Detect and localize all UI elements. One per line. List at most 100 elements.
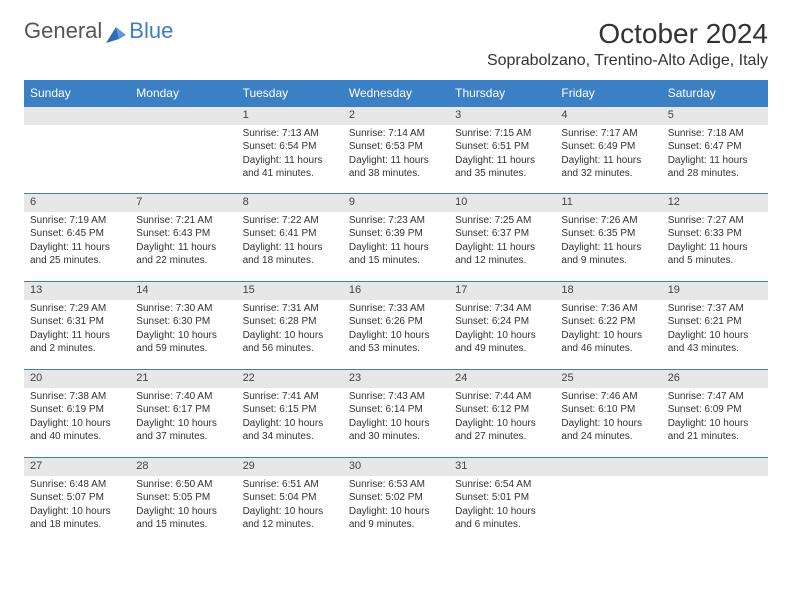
- sunset-text: Sunset: 6:24 PM: [455, 316, 549, 329]
- day-body: Sunrise: 7:15 AMSunset: 6:51 PMDaylight:…: [449, 125, 555, 186]
- daylight-text-line2: and 32 minutes.: [561, 168, 655, 181]
- daylight-text-line1: Daylight: 10 hours: [668, 418, 762, 431]
- sunrise-text: Sunrise: 7:40 AM: [136, 391, 230, 404]
- calendar-cell: 3Sunrise: 7:15 AMSunset: 6:51 PMDaylight…: [449, 105, 555, 193]
- daylight-text-line1: Daylight: 10 hours: [136, 506, 230, 519]
- calendar-cell: 7Sunrise: 7:21 AMSunset: 6:43 PMDaylight…: [130, 193, 236, 281]
- sunrise-text: Sunrise: 7:23 AM: [349, 215, 443, 228]
- day-body: Sunrise: 7:23 AMSunset: 6:39 PMDaylight:…: [343, 212, 449, 273]
- day-body: Sunrise: 6:50 AMSunset: 5:05 PMDaylight:…: [130, 476, 236, 537]
- calendar-cell: 4Sunrise: 7:17 AMSunset: 6:49 PMDaylight…: [555, 105, 661, 193]
- sunset-text: Sunset: 6:37 PM: [455, 228, 549, 241]
- day-number-bar: 5: [662, 106, 768, 125]
- daylight-text-line1: Daylight: 11 hours: [561, 155, 655, 168]
- day-body: Sunrise: 7:22 AMSunset: 6:41 PMDaylight:…: [237, 212, 343, 273]
- day-body: Sunrise: 7:33 AMSunset: 6:26 PMDaylight:…: [343, 300, 449, 361]
- page-title: October 2024: [487, 18, 768, 50]
- sunset-text: Sunset: 6:47 PM: [668, 141, 762, 154]
- sunset-text: Sunset: 6:09 PM: [668, 404, 762, 417]
- sunrise-text: Sunrise: 7:19 AM: [30, 215, 124, 228]
- calendar-cell: 5Sunrise: 7:18 AMSunset: 6:47 PMDaylight…: [662, 105, 768, 193]
- sunrise-text: Sunrise: 7:26 AM: [561, 215, 655, 228]
- day-number-bar: 27: [24, 457, 130, 476]
- calendar-cell: 9Sunrise: 7:23 AMSunset: 6:39 PMDaylight…: [343, 193, 449, 281]
- sunrise-text: Sunrise: 7:18 AM: [668, 128, 762, 141]
- day-body: Sunrise: 7:18 AMSunset: 6:47 PMDaylight:…: [662, 125, 768, 186]
- daylight-text-line1: Daylight: 10 hours: [243, 418, 337, 431]
- day-number-bar: 24: [449, 369, 555, 388]
- calendar-cell: 28Sunrise: 6:50 AMSunset: 5:05 PMDayligh…: [130, 457, 236, 545]
- sunrise-text: Sunrise: 7:21 AM: [136, 215, 230, 228]
- daylight-text-line2: and 27 minutes.: [455, 431, 549, 444]
- calendar-cell: 30Sunrise: 6:53 AMSunset: 5:02 PMDayligh…: [343, 457, 449, 545]
- daylight-text-line2: and 30 minutes.: [349, 431, 443, 444]
- day-number-bar: 26: [662, 369, 768, 388]
- calendar-cell: 6Sunrise: 7:19 AMSunset: 6:45 PMDaylight…: [24, 193, 130, 281]
- calendar-cell: 21Sunrise: 7:40 AMSunset: 6:17 PMDayligh…: [130, 369, 236, 457]
- day-number-bar: 9: [343, 193, 449, 212]
- sunrise-text: Sunrise: 7:14 AM: [349, 128, 443, 141]
- day-header: Sunday: [24, 81, 130, 105]
- sunset-text: Sunset: 6:53 PM: [349, 141, 443, 154]
- day-number-bar: 20: [24, 369, 130, 388]
- calendar-cell: 19Sunrise: 7:37 AMSunset: 6:21 PMDayligh…: [662, 281, 768, 369]
- sunrise-text: Sunrise: 7:37 AM: [668, 303, 762, 316]
- daylight-text-line1: Daylight: 11 hours: [30, 330, 124, 343]
- daylight-text-line1: Daylight: 11 hours: [455, 155, 549, 168]
- day-number-bar: 1: [237, 106, 343, 125]
- day-number-bar: 6: [24, 193, 130, 212]
- sunrise-text: Sunrise: 6:51 AM: [243, 479, 337, 492]
- sunset-text: Sunset: 6:10 PM: [561, 404, 655, 417]
- daylight-text-line2: and 9 minutes.: [561, 255, 655, 268]
- daylight-text-line1: Daylight: 11 hours: [455, 242, 549, 255]
- sunset-text: Sunset: 6:43 PM: [136, 228, 230, 241]
- day-body: Sunrise: 7:31 AMSunset: 6:28 PMDaylight:…: [237, 300, 343, 361]
- sunset-text: Sunset: 5:05 PM: [136, 492, 230, 505]
- daylight-text-line1: Daylight: 11 hours: [136, 242, 230, 255]
- day-body: Sunrise: 6:48 AMSunset: 5:07 PMDaylight:…: [24, 476, 130, 537]
- day-number-bar: 8: [237, 193, 343, 212]
- day-body: [130, 125, 236, 185]
- sunrise-text: Sunrise: 7:25 AM: [455, 215, 549, 228]
- daylight-text-line1: Daylight: 10 hours: [349, 330, 443, 343]
- day-body: Sunrise: 7:30 AMSunset: 6:30 PMDaylight:…: [130, 300, 236, 361]
- calendar-cell: 29Sunrise: 6:51 AMSunset: 5:04 PMDayligh…: [237, 457, 343, 545]
- daylight-text-line1: Daylight: 11 hours: [349, 242, 443, 255]
- sunset-text: Sunset: 6:22 PM: [561, 316, 655, 329]
- daylight-text-line2: and 34 minutes.: [243, 431, 337, 444]
- day-body: Sunrise: 7:40 AMSunset: 6:17 PMDaylight:…: [130, 388, 236, 449]
- calendar-cell: 15Sunrise: 7:31 AMSunset: 6:28 PMDayligh…: [237, 281, 343, 369]
- calendar-table: Sunday Monday Tuesday Wednesday Thursday…: [24, 80, 768, 545]
- day-number-bar: 4: [555, 106, 661, 125]
- sunrise-text: Sunrise: 7:22 AM: [243, 215, 337, 228]
- day-number-bar: [662, 457, 768, 476]
- daylight-text-line2: and 18 minutes.: [243, 255, 337, 268]
- day-body: Sunrise: 7:37 AMSunset: 6:21 PMDaylight:…: [662, 300, 768, 361]
- sunset-text: Sunset: 6:51 PM: [455, 141, 549, 154]
- day-header: Friday: [555, 81, 661, 105]
- day-body: Sunrise: 7:29 AMSunset: 6:31 PMDaylight:…: [24, 300, 130, 361]
- day-body: Sunrise: 7:27 AMSunset: 6:33 PMDaylight:…: [662, 212, 768, 273]
- day-body: Sunrise: 7:43 AMSunset: 6:14 PMDaylight:…: [343, 388, 449, 449]
- daylight-text-line2: and 43 minutes.: [668, 343, 762, 356]
- sunset-text: Sunset: 6:12 PM: [455, 404, 549, 417]
- sunrise-text: Sunrise: 7:33 AM: [349, 303, 443, 316]
- daylight-text-line2: and 5 minutes.: [668, 255, 762, 268]
- day-body: Sunrise: 6:53 AMSunset: 5:02 PMDaylight:…: [343, 476, 449, 537]
- calendar-cell: 27Sunrise: 6:48 AMSunset: 5:07 PMDayligh…: [24, 457, 130, 545]
- daylight-text-line1: Daylight: 11 hours: [243, 242, 337, 255]
- day-number-bar: 3: [449, 106, 555, 125]
- calendar-cell: 31Sunrise: 6:54 AMSunset: 5:01 PMDayligh…: [449, 457, 555, 545]
- daylight-text-line2: and 56 minutes.: [243, 343, 337, 356]
- day-number-bar: 15: [237, 281, 343, 300]
- logo-icon: [106, 23, 126, 39]
- daylight-text-line1: Daylight: 10 hours: [30, 506, 124, 519]
- sunset-text: Sunset: 6:41 PM: [243, 228, 337, 241]
- daylight-text-line1: Daylight: 10 hours: [455, 330, 549, 343]
- sunset-text: Sunset: 6:21 PM: [668, 316, 762, 329]
- calendar-cell: [130, 105, 236, 193]
- daylight-text-line2: and 22 minutes.: [136, 255, 230, 268]
- daylight-text-line1: Daylight: 10 hours: [349, 418, 443, 431]
- calendar-cell: [555, 457, 661, 545]
- sunrise-text: Sunrise: 7:17 AM: [561, 128, 655, 141]
